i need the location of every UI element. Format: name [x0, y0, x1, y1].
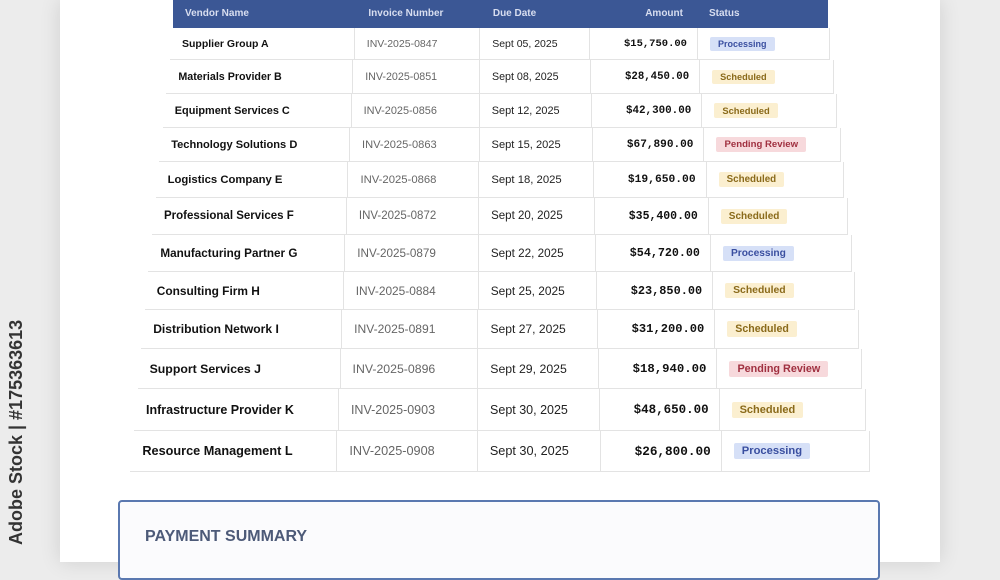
status-badge: Scheduled	[731, 401, 804, 418]
cell: Sept 30, 2025	[478, 389, 600, 431]
status-badge: Scheduled	[714, 103, 778, 118]
cell: INV-2025-0884	[343, 272, 479, 310]
cell: Scheduled	[706, 162, 845, 198]
cell: INV-2025-0851	[353, 60, 480, 94]
status-badge: Processing	[722, 245, 794, 261]
column-header: Status	[709, 7, 740, 19]
cell: Processing	[721, 431, 870, 472]
cell: Sept 05, 2025	[480, 28, 590, 60]
header-bar	[173, 0, 828, 28]
cell: $48,650.00	[599, 389, 720, 431]
column-header: Invoice Number	[368, 7, 444, 19]
cell: $31,200.00	[597, 310, 716, 349]
cell: $18,940.00	[598, 349, 718, 389]
cell: Sept 27, 2025	[478, 310, 598, 349]
cell: Materials Provider B	[166, 60, 354, 94]
cell: Consulting Firm H	[144, 272, 344, 310]
summary-box: PAYMENT SUMMARY	[118, 500, 880, 580]
cell: $26,800.00	[600, 431, 722, 472]
cell: Sept 22, 2025	[478, 235, 596, 272]
cell: Sept 12, 2025	[479, 94, 592, 128]
cell: Technology Solutions D	[159, 128, 351, 162]
cell: $23,850.00	[596, 272, 714, 310]
cell: Supplier Group A	[170, 28, 355, 60]
cell: INV-2025-0868	[348, 162, 480, 198]
cell: Processing	[698, 28, 830, 60]
cell: Manufacturing Partner G	[148, 235, 346, 272]
cell: INV-2025-0908	[337, 431, 478, 472]
cell: Processing	[710, 235, 852, 272]
status-badge: Scheduled	[725, 283, 794, 298]
cell: Scheduled	[719, 389, 866, 431]
cell: $15,750.00	[589, 28, 698, 60]
cell: INV-2025-0847	[354, 28, 481, 60]
cell: $19,650.00	[593, 162, 707, 198]
cell: Pending Review	[717, 349, 863, 389]
cell: $28,450.00	[590, 60, 701, 94]
cell: Sept 29, 2025	[478, 349, 599, 389]
cell: Sept 20, 2025	[479, 198, 595, 235]
page: Vendor Name Invoice Number Due Date Amount S…	[6, 0, 940, 580]
column-header: Amount	[645, 7, 683, 19]
watermark: Adobe Stock | #175363613	[6, 319, 26, 545]
status-badge: Processing	[710, 36, 775, 51]
column-header: Vendor Name	[185, 7, 249, 19]
cell: INV-2025-0896	[340, 349, 479, 389]
cell: INV-2025-0903	[338, 389, 479, 431]
status-badge: Pending Review	[729, 360, 829, 377]
cell: Sept 08, 2025	[479, 60, 591, 94]
cell: INV-2025-0856	[351, 94, 480, 128]
cell: Sept 18, 2025	[479, 162, 594, 198]
status-badge: Pending Review	[716, 137, 807, 152]
cell: Scheduled	[700, 60, 834, 94]
cell: $67,890.00	[592, 128, 705, 162]
status-badge: Scheduled	[727, 321, 797, 337]
cell: Equipment Services C	[162, 94, 352, 128]
cell: Sept 15, 2025	[479, 128, 593, 162]
cell: $54,720.00	[595, 235, 711, 272]
cell: INV-2025-0879	[345, 235, 479, 272]
cell: INV-2025-0872	[346, 198, 480, 235]
cell: Professional Services F	[152, 198, 347, 235]
cell: Logistics Company E	[155, 162, 349, 198]
status-badge: Processing	[733, 443, 811, 459]
cell: Scheduled	[713, 272, 856, 310]
cell: Scheduled	[715, 310, 859, 349]
status-badge: Scheduled	[712, 69, 775, 84]
cell: Distribution Network I	[141, 310, 343, 349]
cell: INV-2025-0863	[350, 128, 480, 162]
cell: INV-2025-0891	[342, 310, 479, 349]
cell: Sept 30, 2025	[477, 431, 601, 472]
status-badge: Scheduled	[718, 172, 785, 187]
cell: Scheduled	[708, 198, 848, 235]
cell: $42,300.00	[591, 94, 703, 128]
status-badge: Scheduled	[720, 208, 788, 224]
cell: Infrastructure Provider K	[134, 389, 339, 431]
cell: Sept 25, 2025	[478, 272, 597, 310]
column-header: Due Date	[492, 7, 537, 19]
cell: Support Services J	[137, 349, 341, 389]
cell: Pending Review	[704, 128, 841, 162]
cell: Scheduled	[702, 94, 838, 128]
cell: $35,400.00	[594, 198, 709, 235]
summary-title: PAYMENT SUMMARY	[145, 528, 308, 545]
cell: Resource Management L	[130, 431, 338, 472]
